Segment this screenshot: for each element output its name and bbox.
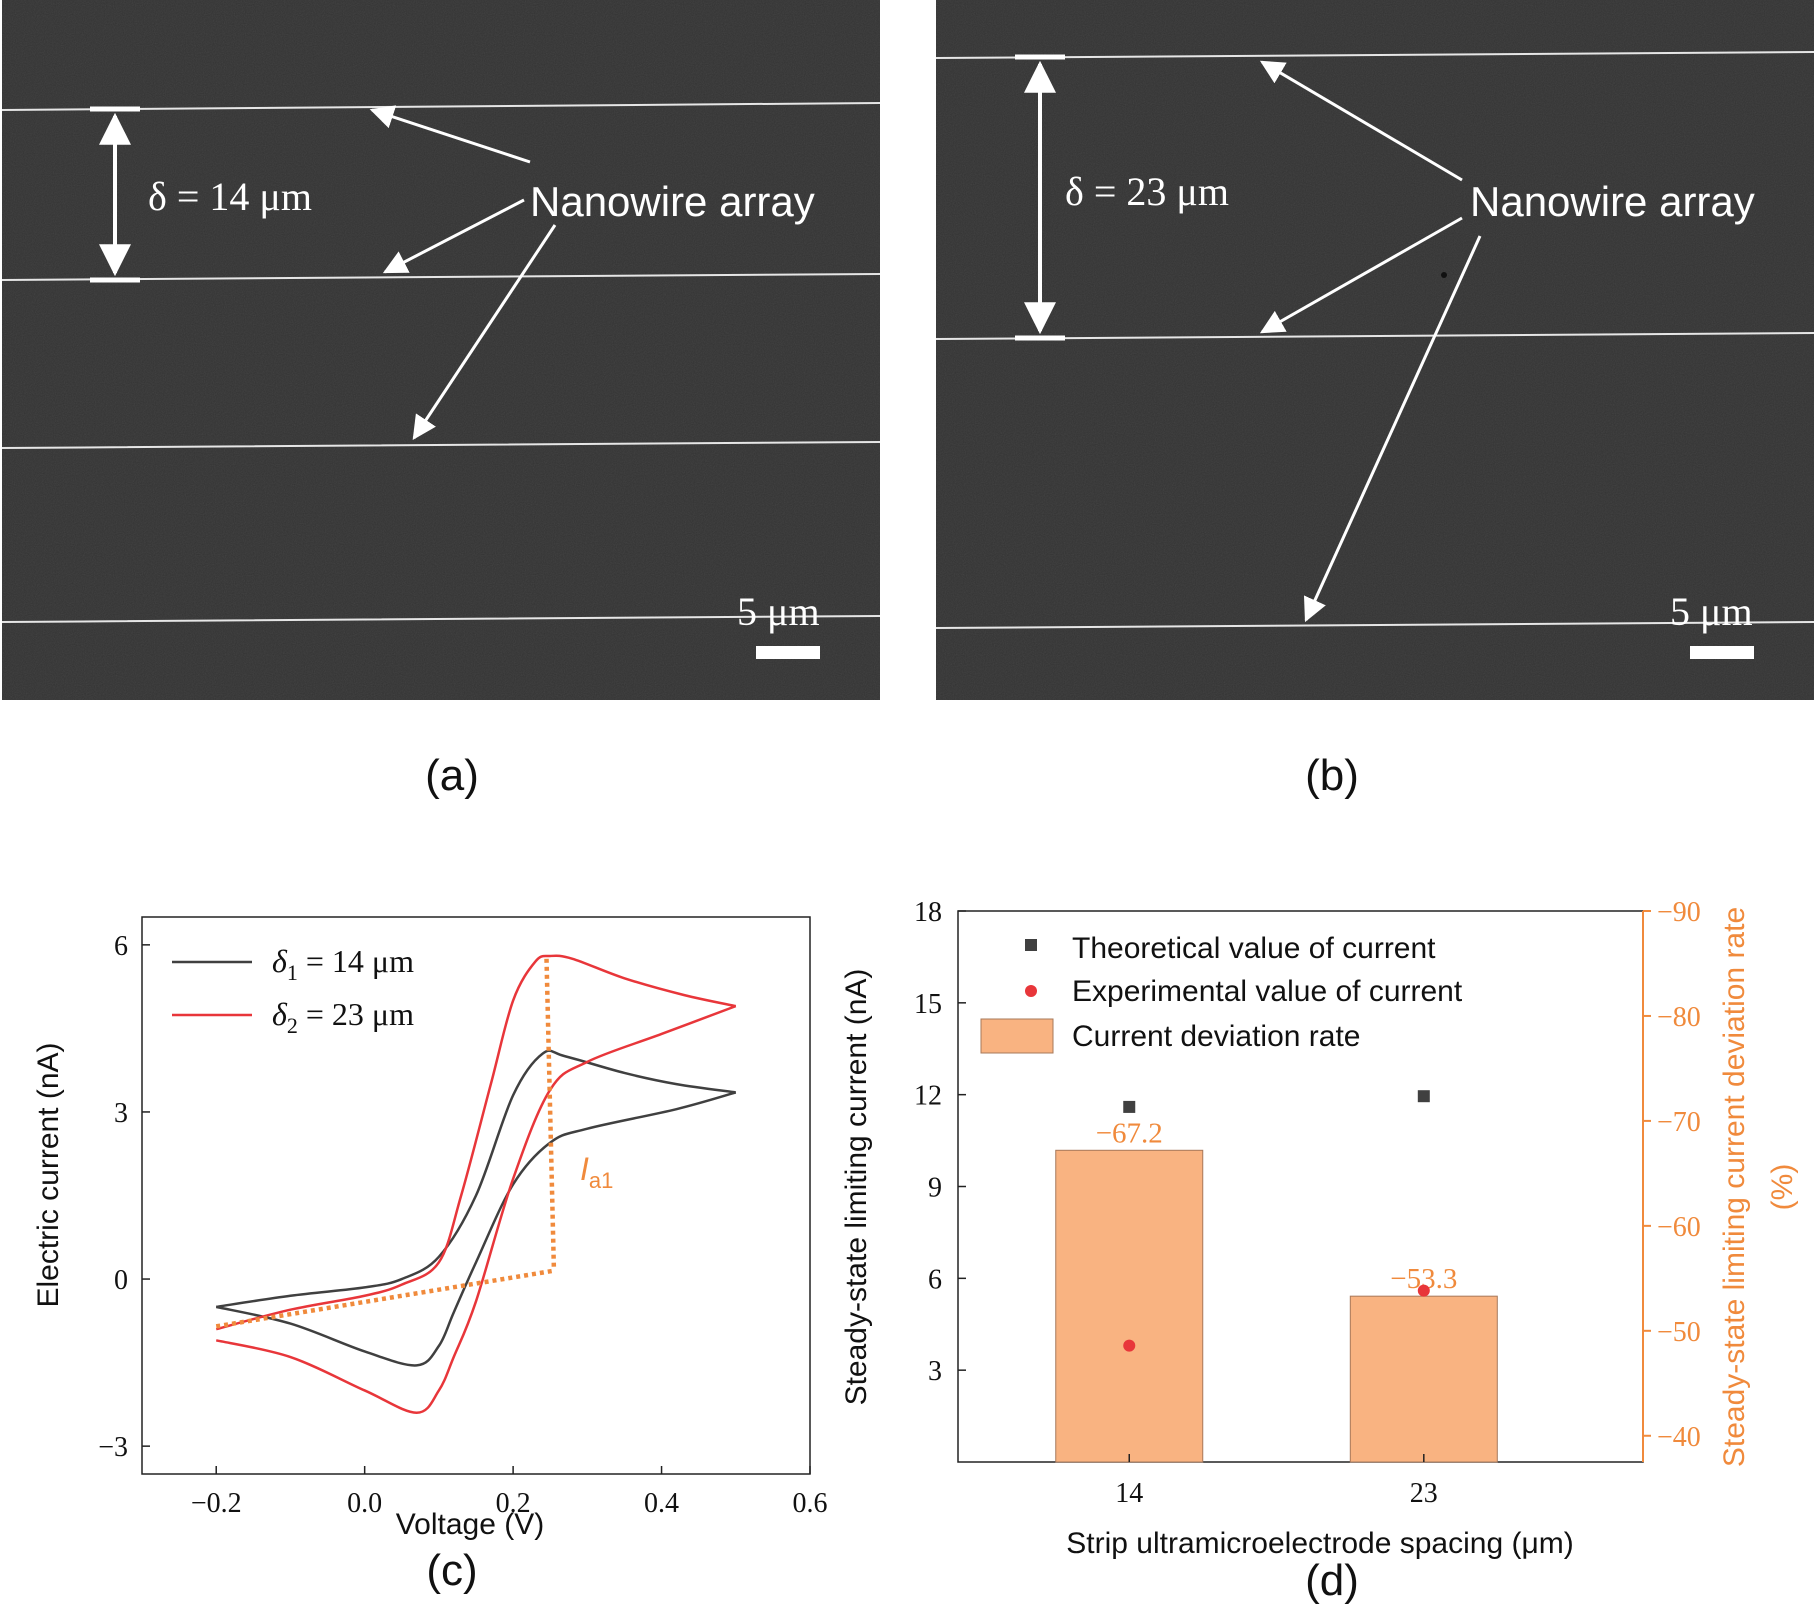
y-tick-label-d: 12 xyxy=(914,1081,942,1112)
y2-tick-label-d: −50 xyxy=(1657,1317,1701,1348)
caption-b: (b) xyxy=(1305,751,1359,800)
deviation-bar-label-14: −67.2 xyxy=(1096,1117,1163,1149)
x-tick-label-d: 23 xyxy=(1410,1478,1438,1509)
panel-b: δ = 23 μm Nanowire array 5 μm xyxy=(935,0,1815,700)
sem-noise-b xyxy=(936,0,1814,700)
y-tick-label-c: 6 xyxy=(114,931,128,962)
legend-c: δ1 = 14 μm δ2 = 23 μm xyxy=(172,943,414,1038)
y2-tick-label-d: −70 xyxy=(1657,1107,1701,1138)
x-tick-label-c: −0.2 xyxy=(191,1488,242,1519)
caption-a: (a) xyxy=(425,751,479,800)
y-axis-label-d: Steady-state limiting current (nA) xyxy=(840,969,873,1406)
x-tick-label-c: 0.2 xyxy=(496,1488,531,1519)
y-tick-label-c: 3 xyxy=(114,1098,128,1129)
legend-label-theory: Theoretical value of current xyxy=(1072,932,1436,965)
nanowire-b3 xyxy=(935,621,1815,629)
x-tick-label-c: 0.6 xyxy=(793,1488,828,1519)
y-ticks-c: −3 0 3 6 xyxy=(98,931,150,1463)
plot-frame-c xyxy=(141,916,811,1475)
scalebar-a xyxy=(756,646,820,659)
pointer-arrow-a1 xyxy=(369,105,531,164)
deviation-bar-23 xyxy=(1349,1295,1498,1463)
theory-point-23 xyxy=(1417,1090,1430,1103)
y2-tick-label-d: −80 xyxy=(1657,1002,1701,1033)
chart-c: −0.2 0.0 0.2 0.4 0.6 −3 0 3 6 Voltage (V) Elect… xyxy=(32,916,828,1541)
cv-reverse-23 xyxy=(215,1004,737,1414)
x-ticks-d: 14 23 xyxy=(1115,1454,1438,1509)
annotation-label-a: Nanowire array xyxy=(530,178,815,225)
scalebar-b xyxy=(1690,646,1754,659)
caption-c: (c) xyxy=(426,1546,477,1595)
nanowire-a4 xyxy=(1,615,881,623)
vertical-dotted xyxy=(544,958,557,1271)
x-axis-label-c: Voltage (V) xyxy=(396,1508,544,1541)
legend-label-exp: Experimental value of current xyxy=(1072,975,1463,1008)
baseline-dotted xyxy=(215,1268,555,1329)
y-tick-label-d: 9 xyxy=(928,1173,942,1204)
y2-tick-label-d: −90 xyxy=(1657,897,1701,928)
pointer-arrow-b3 xyxy=(1303,235,1482,623)
x-axis-label-d: Strip ultramicroelectrode spacing (μm) xyxy=(1066,1527,1573,1560)
legend-label-23: δ2 = 23 μm xyxy=(272,996,414,1038)
legend-label-14: δ1 = 14 μm xyxy=(272,943,414,985)
points-group-d xyxy=(1123,1090,1430,1352)
y2-tick-label-d: −40 xyxy=(1657,1422,1701,1453)
pointer-arrow-a2 xyxy=(382,198,525,274)
deviation-bar-14 xyxy=(1055,1149,1204,1463)
panel-a: δ = 14 μm Nanowire array 5 μm xyxy=(1,0,881,700)
legend-marker-theory xyxy=(1025,939,1037,951)
experimental-point-23 xyxy=(1417,1284,1430,1297)
chart-d: −67.2−53.3 14 23 3 6 9 12 15 18 −40 −50 −60 −70 −8… xyxy=(840,897,1799,1560)
cv-forward-23 xyxy=(215,954,737,1331)
x-tick-label-c: 0.0 xyxy=(347,1488,382,1519)
y-ticks-d: 3 6 9 12 15 18 xyxy=(914,897,966,1387)
cv-reverse-14 xyxy=(215,1091,737,1367)
bars-group-d: −67.2−53.3 xyxy=(1055,1117,1498,1463)
pointer-arrow-b2 xyxy=(1259,216,1463,334)
theory-point-14 xyxy=(1123,1100,1136,1113)
annotation-label-b: Nanowire array xyxy=(1470,178,1755,225)
y-tick-label-c: 0 xyxy=(114,1265,128,1296)
spacing-label-a: δ = 14 μm xyxy=(148,174,312,219)
experimental-point-14 xyxy=(1123,1339,1136,1352)
scalebar-label-b: 5 μm xyxy=(1670,589,1753,634)
y-axis-label-c: Electric current (nA) xyxy=(32,1042,65,1307)
x-tick-label-c: 0.4 xyxy=(644,1488,679,1519)
legend-swatch-bar xyxy=(980,1018,1054,1054)
pointer-arrow-a3 xyxy=(412,224,557,441)
x-ticks-c: −0.2 0.0 0.2 0.4 0.6 xyxy=(191,1466,828,1519)
y-tick-label-d: 15 xyxy=(914,989,942,1020)
y2-axis-label-d-line2: (%) xyxy=(1766,1164,1799,1211)
spacing-label-b: δ = 23 μm xyxy=(1065,169,1229,214)
sem-speck-b xyxy=(1441,272,1447,278)
y2-tick-label-d: −60 xyxy=(1657,1212,1701,1243)
cv-forward-14 xyxy=(216,1049,736,1309)
legend-label-bar: Current deviation rate xyxy=(1072,1020,1361,1053)
nanowire-a3 xyxy=(1,441,881,449)
y2-axis-label-d-line1: Steady-state limiting current deviation … xyxy=(1718,907,1751,1467)
legend-d: Theoretical value of current Experimenta… xyxy=(980,932,1463,1054)
scalebar-label-a: 5 μm xyxy=(737,589,820,634)
legend-marker-exp xyxy=(1025,985,1037,997)
y-tick-label-c: −3 xyxy=(98,1432,128,1463)
y-tick-label-d: 3 xyxy=(928,1356,942,1387)
sem-noise-a xyxy=(2,0,880,700)
pointer-arrow-b1 xyxy=(1259,60,1463,182)
series-group-c xyxy=(215,954,737,1414)
annotation-ia1: Ia1 xyxy=(580,1151,613,1193)
y-tick-label-d: 18 xyxy=(914,897,942,928)
caption-d: (d) xyxy=(1305,1556,1359,1605)
y2-ticks-d: −40 −50 −60 −70 −80 −90 xyxy=(1643,897,1701,1453)
y-tick-label-d: 6 xyxy=(928,1264,942,1295)
x-tick-label-d: 14 xyxy=(1115,1478,1143,1509)
